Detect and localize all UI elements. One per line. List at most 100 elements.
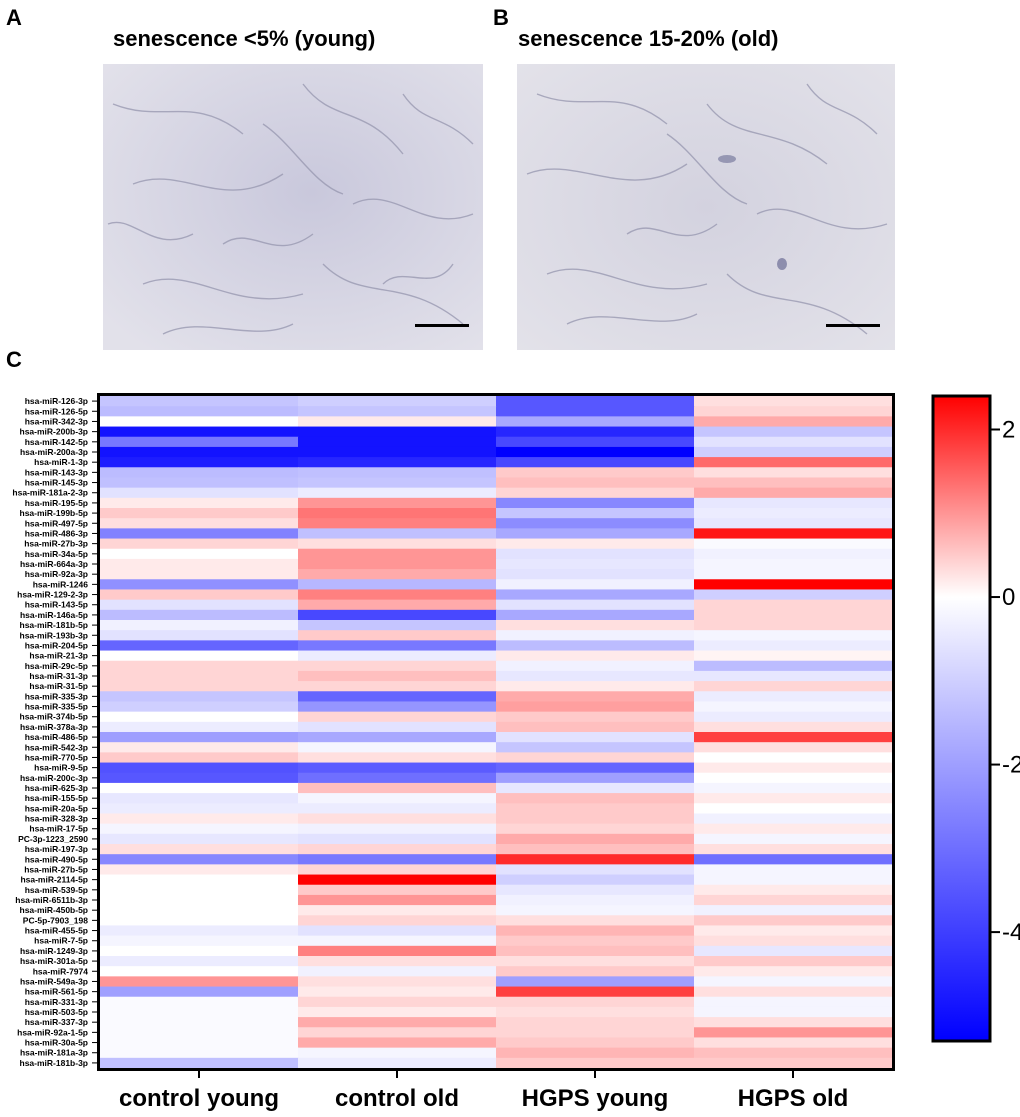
heatmap-cell — [694, 986, 893, 998]
heatmap-cell — [694, 446, 893, 458]
scale-bar-young — [415, 324, 469, 327]
heatmap-cell — [694, 884, 893, 896]
row-label: hsa-miR-193b-3p — [20, 630, 89, 640]
row-label: hsa-miR-200b-3p — [20, 427, 89, 437]
heatmap-cell — [694, 508, 893, 519]
heatmap-cell — [496, 772, 695, 784]
heatmap-cell — [298, 976, 497, 988]
heatmap-cell — [100, 416, 299, 428]
heatmap-cell — [694, 467, 893, 479]
heatmap-cell — [298, 406, 497, 417]
heatmap-cell — [694, 1027, 893, 1039]
heatmap-cell — [298, 935, 497, 947]
heatmap-cell — [496, 538, 695, 550]
heatmap-cell — [298, 518, 497, 529]
heatmap-cell — [100, 497, 299, 509]
heatmap-cell — [496, 589, 695, 601]
colorbar-tick-label: 2 — [1002, 417, 1015, 444]
micrograph-young — [103, 64, 483, 350]
heatmap-cell — [694, 487, 893, 499]
column-label: HGPS young — [522, 1085, 669, 1112]
row-label: hsa-miR-335-3p — [25, 691, 88, 701]
heatmap-cell — [694, 803, 893, 815]
heatmap-cell — [694, 1057, 893, 1069]
heatmap-cell — [694, 548, 893, 560]
panel-b-letter: B — [493, 5, 509, 30]
heatmap-cell — [100, 508, 299, 519]
heatmap-cell — [298, 793, 497, 804]
heatmap-cell — [298, 711, 497, 723]
heatmap-cell — [694, 844, 893, 855]
heatmap-cell — [100, 986, 299, 998]
heatmap-cell — [100, 579, 299, 591]
heatmap-cell — [694, 436, 893, 448]
heatmap-cell — [298, 721, 497, 733]
heatmap-cell — [100, 538, 299, 550]
heatmap-cell — [496, 996, 695, 1008]
heatmap-cell — [694, 935, 893, 947]
heatmap-frame — [97, 393, 895, 1071]
heatmap-cell — [496, 823, 695, 835]
row-label: hsa-miR-20a-5p — [25, 803, 88, 813]
heatmap-cell — [100, 396, 299, 407]
heatmap-cell — [100, 1037, 299, 1049]
heatmap-cell — [100, 569, 299, 580]
heatmap-cell — [496, 1017, 695, 1028]
heatmap-cell — [298, 762, 497, 774]
heatmap-cell — [298, 1047, 497, 1059]
heatmap-cell — [694, 609, 893, 621]
heatmap-cell — [694, 1006, 893, 1018]
heatmap-cell — [694, 945, 893, 957]
heatmap-cell — [694, 833, 893, 845]
heatmap-cell — [298, 670, 497, 682]
heatmap-cell — [694, 864, 893, 876]
heatmap-cell — [298, 691, 497, 703]
heatmap-cell — [100, 660, 299, 672]
row-label: hsa-miR-335-5p — [25, 702, 88, 712]
heatmap-cell — [496, 436, 695, 448]
row-label: hsa-miR-146a-5p — [20, 610, 88, 620]
heatmap-cell — [100, 609, 299, 621]
heatmap-cell — [496, 640, 695, 652]
heatmap-cell — [694, 813, 893, 825]
column-label: control young — [119, 1085, 279, 1112]
heatmap-cell — [496, 711, 695, 723]
heatmap-cell — [298, 396, 497, 407]
heatmap-cell — [496, 956, 695, 967]
heatmap-cell — [694, 701, 893, 713]
heatmap-cell — [100, 732, 299, 743]
heatmap-cell — [100, 762, 299, 774]
heatmap-cell — [298, 508, 497, 519]
heatmap-cell — [100, 996, 299, 1008]
panel-c-letter: C — [6, 347, 22, 372]
heatmap-cell — [298, 630, 497, 641]
heatmap-cell — [496, 457, 695, 468]
heatmap-cell — [694, 925, 893, 937]
heatmap-cell — [694, 477, 893, 489]
heatmap-cell — [496, 518, 695, 529]
row-label: hsa-miR-199b-5p — [20, 508, 89, 518]
row-label: hsa-miR-155-5p — [25, 793, 88, 803]
heatmap-cell — [298, 925, 497, 937]
heatmap-cell — [496, 701, 695, 713]
heatmap-cell — [694, 518, 893, 529]
heatmap-cell — [100, 813, 299, 825]
heatmap-cell — [694, 640, 893, 652]
heatmap-cell — [100, 650, 299, 662]
row-label: hsa-miR-21-3p — [29, 651, 88, 661]
row-label: hsa-miR-200c-3p — [20, 773, 88, 783]
heatmap-cell — [694, 996, 893, 1008]
heatmap-cell — [694, 650, 893, 662]
heatmap-cell — [100, 701, 299, 713]
row-label: hsa-miR-486-5p — [25, 732, 88, 742]
heatmap-cell — [496, 721, 695, 733]
heatmap-cell — [100, 1017, 299, 1028]
heatmap-cell — [100, 477, 299, 489]
heatmap-cell — [694, 956, 893, 967]
heatmap-cell — [694, 416, 893, 428]
heatmap-cell — [100, 467, 299, 479]
colorbar-tick-label: -4 — [1002, 919, 1020, 946]
row-label: hsa-miR-328-3p — [25, 814, 88, 824]
row-label: hsa-miR-29c-5p — [25, 661, 88, 671]
